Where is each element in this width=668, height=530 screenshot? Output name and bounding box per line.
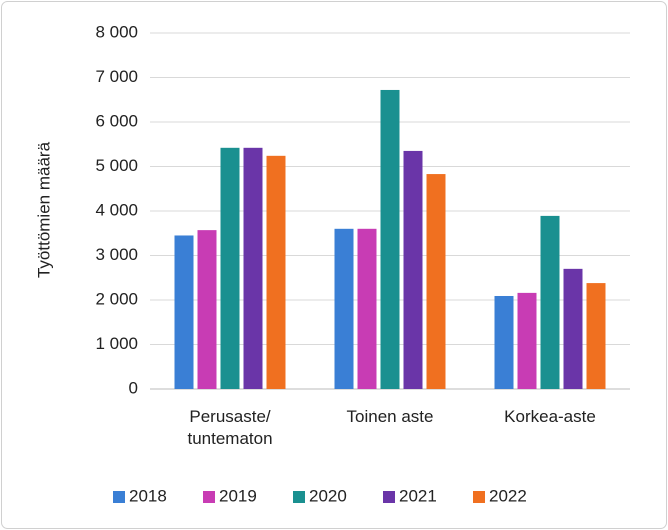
y-axis-label: Työttömien määrä — [34, 141, 53, 278]
legend-swatch — [383, 491, 395, 503]
bar — [243, 147, 263, 389]
bar — [494, 295, 514, 389]
x-tick-label: Perusaste/ tuntematon — [187, 407, 273, 448]
bar — [174, 235, 194, 389]
bar — [220, 147, 240, 389]
y-tick-label: 1 000 — [95, 334, 138, 353]
y-tick-label: 5 000 — [95, 156, 138, 175]
legend-swatch — [473, 491, 485, 503]
legend-label: 2022 — [489, 486, 527, 505]
y-tick-label: 7 000 — [95, 67, 138, 86]
bar — [380, 89, 400, 390]
legend-label: 2018 — [129, 486, 167, 505]
bar — [334, 228, 354, 389]
bar — [517, 292, 537, 389]
y-tick-label: 2 000 — [95, 289, 138, 308]
bar — [540, 215, 560, 389]
x-tick-label: Korkea-aste — [504, 407, 596, 426]
legend-swatch — [113, 491, 125, 503]
bar — [266, 155, 286, 389]
y-tick-label: 0 — [129, 378, 138, 397]
y-tick-label: 4 000 — [95, 200, 138, 219]
x-tick-label: Toinen aste — [346, 407, 434, 426]
bar — [197, 230, 217, 389]
legend-label: 2021 — [399, 486, 437, 505]
y-tick-label: 3 000 — [95, 245, 138, 264]
bar — [357, 228, 377, 389]
bar — [563, 268, 583, 389]
legend-label: 2020 — [309, 486, 347, 505]
y-tick-label: 8 000 — [95, 22, 138, 41]
bar — [426, 174, 446, 389]
bar — [586, 283, 606, 389]
legend-swatch — [203, 491, 215, 503]
legend-swatch — [293, 491, 305, 503]
legend-label: 2019 — [219, 486, 257, 505]
bar — [403, 150, 423, 389]
y-tick-label: 6 000 — [95, 111, 138, 130]
